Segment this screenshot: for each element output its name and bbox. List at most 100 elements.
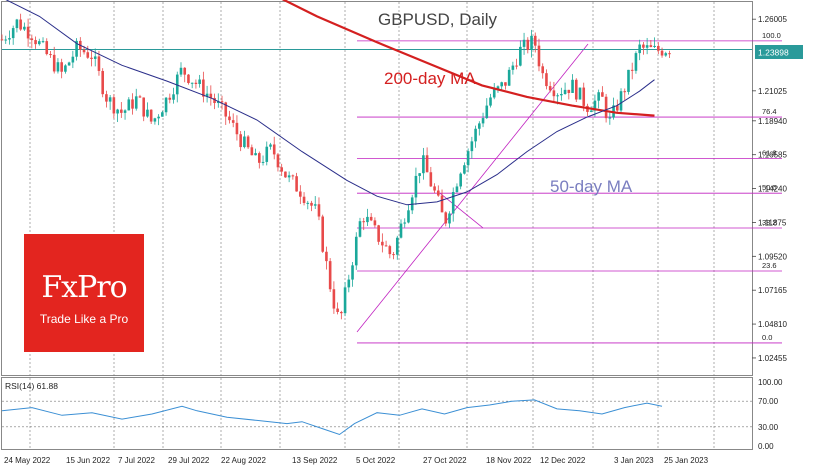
candle-body xyxy=(496,86,500,90)
candle-body xyxy=(522,39,526,47)
candle-body xyxy=(642,44,645,48)
candle-body xyxy=(407,210,410,223)
candle-body xyxy=(388,246,392,255)
candle-body xyxy=(190,82,194,84)
candle-body xyxy=(627,69,630,92)
candle-body xyxy=(75,40,78,57)
candle-body xyxy=(638,44,641,54)
price-axis: 1.26005 1.21025 1.18940 1.16585 1.14240 1.118… xyxy=(752,15,787,363)
candle-body xyxy=(291,175,295,177)
ma50-line xyxy=(5,0,655,206)
candle-body xyxy=(533,35,537,46)
candle-body xyxy=(500,82,503,87)
date-label: 13 Sep 2022 xyxy=(292,456,338,465)
current-price-label: 1.23898 xyxy=(758,48,789,58)
candle-body xyxy=(30,38,34,41)
price-tick-label: 1.07165 xyxy=(758,286,787,295)
candle-body xyxy=(343,287,347,314)
candle-body xyxy=(668,53,671,55)
candle-body xyxy=(328,261,332,290)
candle-body xyxy=(478,123,481,129)
candle-body xyxy=(157,116,160,119)
candle-body xyxy=(507,69,511,86)
candle-body xyxy=(403,222,407,224)
candle-body xyxy=(560,94,563,96)
candle-body xyxy=(463,165,466,174)
price-tick-label: 1.09520 xyxy=(758,252,787,261)
fib-trendline xyxy=(356,43,589,333)
candle-body xyxy=(161,112,164,117)
fib-level-label: 76.4 xyxy=(762,107,777,116)
candle-body xyxy=(556,95,559,97)
candle-body xyxy=(347,279,351,288)
candle-body xyxy=(571,79,574,93)
candle-body xyxy=(489,97,492,106)
candle-body xyxy=(49,54,52,56)
candle-body xyxy=(317,204,321,217)
candle-body xyxy=(582,87,586,106)
fxpro-logo: FxPro Trade Like a Pro xyxy=(24,234,144,352)
candle-body xyxy=(205,93,209,97)
candle-body xyxy=(369,216,373,221)
candle-body xyxy=(552,90,556,97)
candle-body xyxy=(362,221,366,223)
candle-body xyxy=(202,79,205,97)
candle-body xyxy=(444,212,448,224)
candle-body xyxy=(548,86,552,91)
price-tick-label: 1.11875 xyxy=(758,218,787,227)
price-tick-label: 1.14240 xyxy=(758,184,787,193)
candle-body xyxy=(194,82,198,84)
current-price-tag: 1.23898 xyxy=(755,45,803,59)
candle-body xyxy=(354,236,358,266)
candle-body xyxy=(425,155,429,173)
candle-body xyxy=(41,41,45,43)
candle-body xyxy=(608,117,612,119)
date-axis: 24 May 2022 15 Jun 2022 7 Jul 2022 29 Jul 2… xyxy=(4,456,709,465)
candle-body xyxy=(243,136,246,148)
candle-body xyxy=(235,122,239,135)
candle-body xyxy=(108,97,112,102)
candle-body xyxy=(589,110,593,112)
candle-body xyxy=(172,94,175,100)
candle-body xyxy=(67,62,71,66)
candle-body xyxy=(433,186,436,191)
date-label: 5 Oct 2022 xyxy=(356,456,396,465)
candle-body xyxy=(601,92,604,97)
candle-body xyxy=(358,221,362,237)
candle-body xyxy=(175,74,179,95)
candle-body xyxy=(250,147,254,156)
candle-body xyxy=(265,146,269,162)
candle-body xyxy=(60,62,63,72)
rsi-level-label: 100.00 xyxy=(758,378,783,387)
candle-body xyxy=(23,26,26,30)
candle-body xyxy=(8,38,11,40)
candle-body xyxy=(220,101,224,103)
date-gridlines xyxy=(29,2,715,450)
candle-body xyxy=(0,39,4,41)
candle-body xyxy=(149,109,153,122)
candle-body xyxy=(164,97,168,113)
date-label: 25 Jan 2023 xyxy=(664,456,709,465)
candle-body xyxy=(131,99,134,109)
candle-body xyxy=(26,26,30,39)
candle-body xyxy=(366,216,369,223)
candle-body xyxy=(381,241,384,246)
candle-body xyxy=(511,65,515,70)
candle-body xyxy=(56,62,60,72)
candle-body xyxy=(112,97,116,114)
candle-body xyxy=(429,172,433,187)
candle-body xyxy=(127,99,131,111)
candle-body xyxy=(295,176,298,192)
candle-body xyxy=(485,105,489,119)
candle-body xyxy=(272,144,276,155)
fib-level-label: 50.0 xyxy=(762,183,777,192)
rsi-panel xyxy=(1,377,753,450)
candle-body xyxy=(34,40,37,45)
candle-body xyxy=(52,54,56,72)
candle-body xyxy=(321,216,324,252)
candle-body xyxy=(138,96,142,98)
candle-body xyxy=(545,73,548,87)
candle-body xyxy=(90,57,93,59)
candle-body xyxy=(179,67,183,75)
candle-body xyxy=(276,154,280,168)
